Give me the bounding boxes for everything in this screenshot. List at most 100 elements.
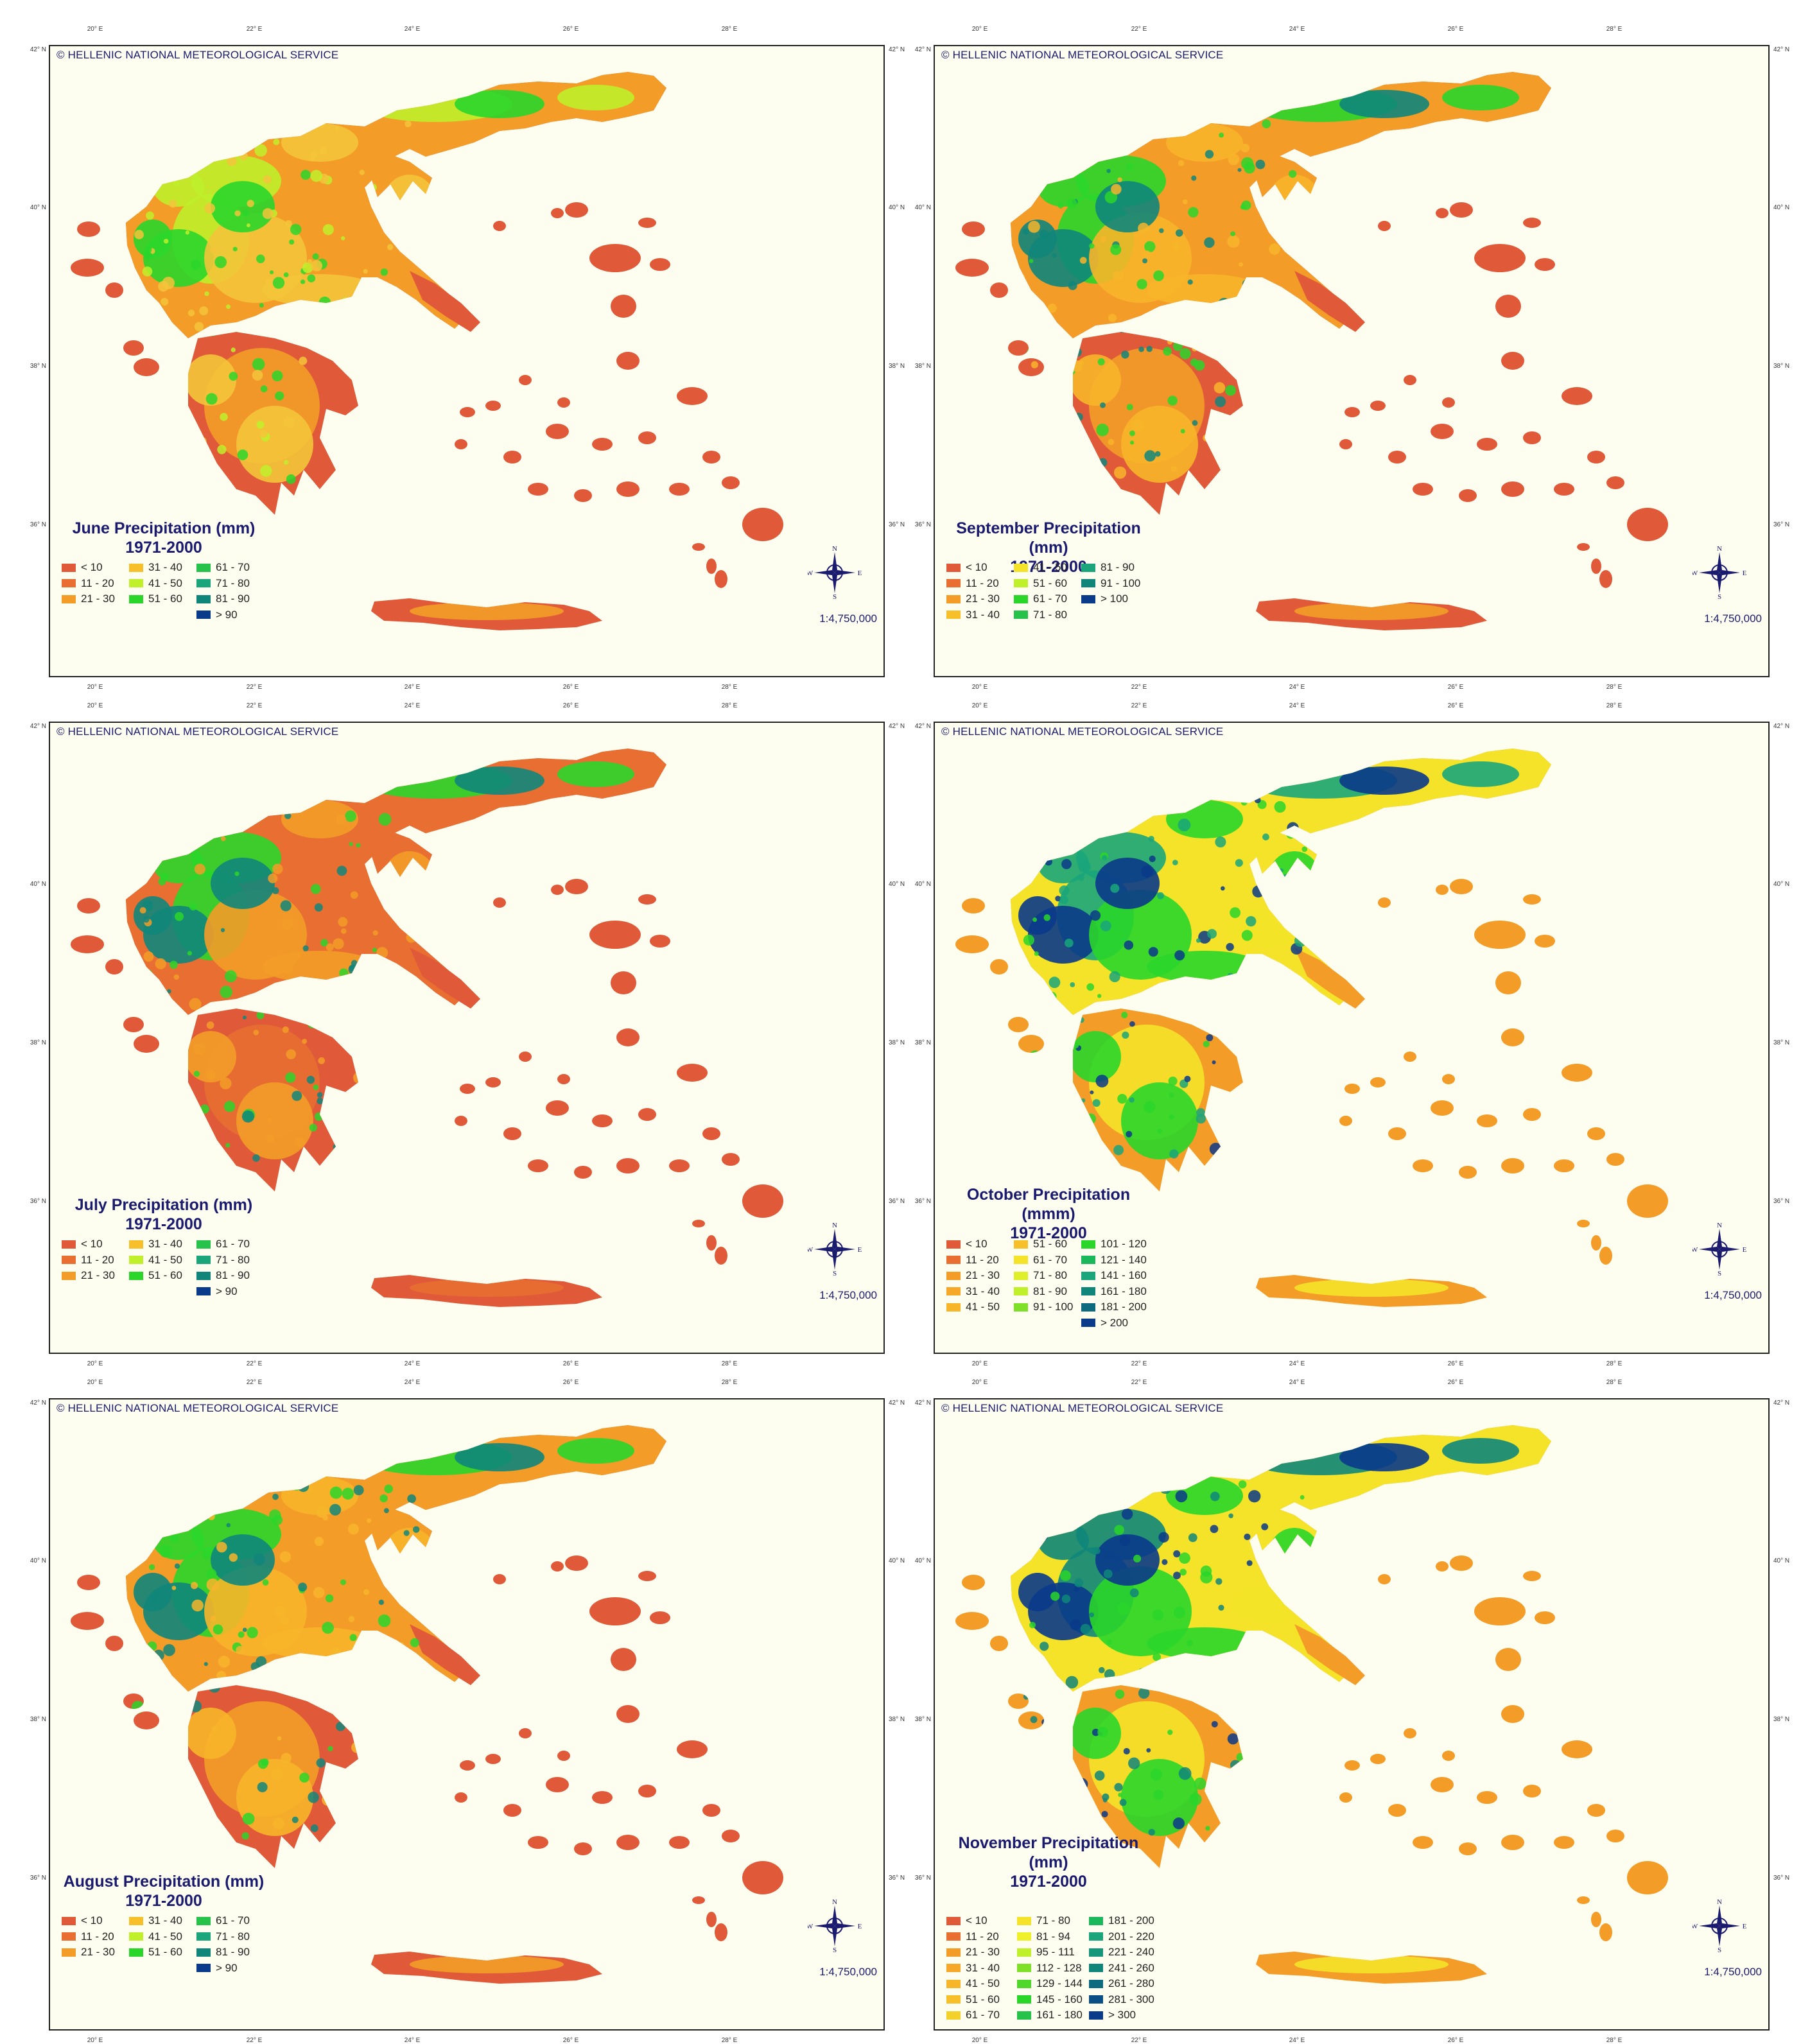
legend-label: 81 - 90 — [216, 1269, 250, 1282]
legend-label: 145 - 160 — [1036, 1993, 1083, 2005]
map-title-period: 1971-2000 — [1010, 1873, 1087, 1891]
legend-column: < 10 11 - 20 21 - 30 31 - 40 41 - 50 — [946, 1236, 1000, 1315]
legend-column: < 10 11 - 20 21 - 30 31 - 40 41 - 50 51 - 60 6… — [946, 1913, 1000, 2023]
legend-swatch — [129, 563, 143, 572]
compass-letter-s: S — [1718, 1946, 1721, 1953]
latitude-tick: 36° N — [914, 1198, 931, 1205]
legend-swatch — [946, 2011, 961, 2020]
legend-swatch — [129, 579, 143, 588]
legend-swatch — [1017, 1948, 1031, 1957]
longitude-tick: 26° E — [562, 2037, 579, 2044]
latitude-tick: 38° N — [889, 1716, 905, 1723]
legend-label: 41 - 50 — [966, 1301, 1000, 1313]
latitude-tick: 36° N — [1773, 521, 1790, 528]
latitude-tick: 42° N — [914, 1399, 931, 1407]
compass-letter-n: N — [832, 1222, 837, 1229]
legend-item: 51 - 60 — [129, 1944, 182, 1961]
legend-column: 31 - 40 41 - 50 51 - 60 — [129, 1236, 182, 1284]
legend-column: < 10 11 - 20 21 - 30 — [62, 1913, 115, 1961]
compass-letter-e: E — [1743, 1246, 1746, 1254]
legend-item: 181 - 200 — [1081, 1299, 1147, 1315]
legend-item: 61 - 70 — [196, 560, 250, 576]
map-title-period: 1971-2000 — [125, 539, 202, 557]
legend-label: 81 - 90 — [216, 1946, 250, 1959]
longitude-tick: 20° E — [87, 1360, 103, 1367]
legend-swatch — [1081, 1303, 1095, 1312]
legend-label: > 200 — [1101, 1316, 1129, 1329]
compass-letter-s: S — [833, 1270, 837, 1276]
legend-label: 91 - 100 — [1101, 576, 1141, 589]
legend-item: 121 - 140 — [1081, 1252, 1147, 1269]
map-frame: © HELLENIC NATIONAL METEOROLOGICAL SERVI… — [934, 722, 1770, 1354]
compass-letter-e: E — [858, 1923, 862, 1930]
longitude-tick: 26° E — [1447, 684, 1464, 691]
legend-swatch — [196, 1964, 211, 1973]
legend-column: < 10 11 - 20 21 - 30 — [62, 1236, 115, 1284]
greece-map — [71, 749, 783, 1307]
longitude-tick: 22° E — [1131, 684, 1147, 691]
latitude-tick: 36° N — [889, 521, 905, 528]
longitude-tick: 28° E — [1606, 26, 1623, 33]
longitude-tick: 22° E — [1131, 1379, 1147, 1386]
legend-item: 21 - 30 — [62, 1944, 115, 1961]
legend-item: 31 - 40 — [946, 1284, 1000, 1300]
legend-item: 31 - 40 — [129, 560, 182, 576]
longitude-tick: 28° E — [721, 1379, 738, 1386]
latitude-tick: 38° N — [889, 1039, 905, 1046]
copyright-text: © HELLENIC NATIONAL METEOROLOGICAL SERVI… — [941, 1402, 1224, 1414]
legend-item: < 10 — [946, 1236, 1000, 1252]
legend-column: 61 - 70 71 - 80 81 - 90 > 90 — [196, 560, 250, 623]
legend-label: 141 - 160 — [1101, 1269, 1147, 1282]
legend-item: < 10 — [62, 1913, 115, 1929]
longitude-tick: 22° E — [1131, 2037, 1147, 2044]
longitude-tick: 24° E — [1289, 2037, 1305, 2044]
legend-label: 41 - 50 — [148, 576, 182, 589]
latitude-tick: 38° N — [914, 1039, 931, 1046]
legend-item: 81 - 90 — [1014, 1284, 1073, 1300]
greece-map — [71, 72, 783, 630]
legend-swatch — [1014, 1240, 1028, 1249]
compass-letter-w: W — [808, 1923, 814, 1930]
legend-item: 21 - 30 — [946, 1944, 1000, 1961]
legend-swatch — [1017, 1979, 1031, 1988]
longitude-tick: 24° E — [404, 2037, 421, 2044]
longitude-tick: 28° E — [1606, 1360, 1623, 1367]
legend-label: 11 - 20 — [966, 576, 999, 589]
map-title-period: 1971-2000 — [125, 1215, 202, 1233]
copyright-text: © HELLENIC NATIONAL METEOROLOGICAL SERVI… — [57, 49, 339, 61]
legend-item: 41 - 50 — [129, 1252, 182, 1269]
longitude-tick: 28° E — [1606, 702, 1623, 709]
legend-column: 181 - 200 201 - 220 221 - 240 241 - 260 261 … — [1089, 1913, 1154, 2023]
legend-item: < 10 — [62, 1236, 115, 1252]
map-title: July Precipitation (mm) 1971-2000 — [58, 1195, 270, 1234]
latitude-tick: 36° N — [914, 521, 931, 528]
legend-swatch — [196, 1256, 211, 1265]
latitude-tick: 36° N — [1773, 1198, 1790, 1205]
legend-item: 61 - 70 — [1014, 591, 1067, 607]
longitude-tick: 22° E — [246, 684, 263, 691]
legend-item: 112 - 128 — [1017, 1961, 1083, 1977]
legend-swatch — [946, 1256, 961, 1265]
longitude-tick: 22° E — [1131, 26, 1147, 33]
legend-label: 61 - 70 — [1033, 593, 1067, 605]
latitude-tick: 36° N — [889, 1198, 905, 1205]
legend-swatch — [946, 1303, 961, 1312]
legend-item: 81 - 94 — [1017, 1929, 1083, 1945]
legend-label: > 300 — [1108, 2009, 1136, 2022]
map-title-line1: July Precipitation (mm) — [74, 1196, 253, 1214]
legend-item: 11 - 20 — [946, 1252, 1000, 1269]
legend-swatch — [946, 1948, 961, 1957]
legend-item: 31 - 40 — [946, 607, 1000, 623]
longitude-tick: 24° E — [1289, 1379, 1305, 1386]
longitude-tick: 20° E — [971, 1379, 988, 1386]
legend-swatch — [1089, 1948, 1103, 1957]
longitude-tick: 28° E — [721, 684, 738, 691]
legend-label: 181 - 200 — [1108, 1914, 1154, 1927]
legend-item: 261 - 280 — [1089, 1976, 1154, 1992]
legend-swatch — [1014, 1271, 1028, 1280]
legend-swatch — [946, 1995, 961, 2004]
map-title: August Precipitation (mm) 1971-2000 — [58, 1872, 270, 1910]
legend-item: 81 - 90 — [1081, 560, 1140, 576]
legend-label: < 10 — [966, 1914, 988, 1927]
legend-label: 21 - 30 — [81, 1946, 115, 1959]
